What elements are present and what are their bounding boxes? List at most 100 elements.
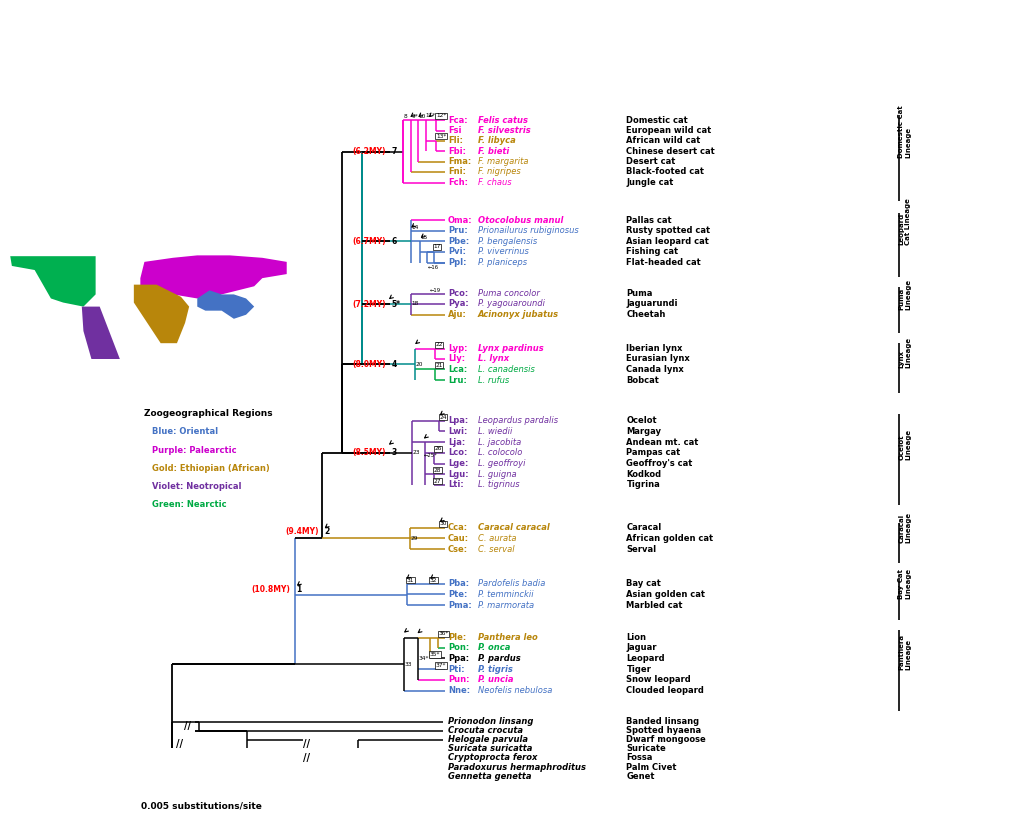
Text: Caracal caracal: Caracal caracal — [478, 523, 550, 533]
Text: Margay: Margay — [627, 427, 662, 436]
Text: Iberian lynx: Iberian lynx — [627, 344, 683, 353]
Text: Marbled cat: Marbled cat — [627, 601, 683, 610]
Text: Banded linsang: Banded linsang — [627, 717, 699, 727]
Text: Lgu:: Lgu: — [447, 470, 468, 479]
Text: Fca:: Fca: — [447, 116, 467, 124]
Text: Oma:: Oma: — [447, 216, 472, 225]
Text: Pun:: Pun: — [447, 675, 469, 685]
Text: Pvi:: Pvi: — [447, 247, 466, 256]
Text: Lja:: Lja: — [447, 438, 465, 447]
Text: //: // — [303, 739, 310, 749]
Text: 7: 7 — [391, 147, 397, 156]
Text: L. colocolo: L. colocolo — [478, 449, 522, 457]
Text: 29: 29 — [411, 536, 418, 540]
Text: L. lynx: L. lynx — [478, 354, 509, 364]
Text: Asian leopard cat: Asian leopard cat — [627, 237, 710, 245]
Text: Ppa:: Ppa: — [447, 654, 469, 663]
Text: Paradoxurus hermaphroditus: Paradoxurus hermaphroditus — [447, 763, 586, 771]
Text: 0.005 substitutions/site: 0.005 substitutions/site — [141, 802, 262, 811]
Text: 14: 14 — [412, 225, 419, 230]
Text: Crocuta crocuta: Crocuta crocuta — [447, 727, 523, 735]
Text: Cheetah: Cheetah — [627, 311, 666, 319]
Text: 26: 26 — [434, 446, 441, 451]
Text: Cryptoprocta ferox: Cryptoprocta ferox — [447, 753, 538, 763]
Text: Cse:: Cse: — [447, 544, 468, 554]
Text: P. planiceps: P. planiceps — [478, 258, 527, 267]
Text: Bobcat: Bobcat — [627, 375, 659, 385]
Text: Palm Civet: Palm Civet — [627, 763, 677, 771]
Text: L. rufus: L. rufus — [478, 375, 509, 385]
Text: Leopardus pardalis: Leopardus pardalis — [478, 417, 558, 426]
Text: 9*: 9* — [412, 114, 418, 118]
Text: Ocelot
Lineage: Ocelot Lineage — [898, 428, 911, 459]
Text: Leopard: Leopard — [627, 654, 665, 663]
Text: //: // — [176, 739, 183, 749]
Text: Lru:: Lru: — [447, 375, 467, 385]
Text: Domestic cat: Domestic cat — [627, 116, 688, 124]
Text: Serval: Serval — [627, 544, 656, 554]
Text: Fsi: Fsi — [447, 126, 462, 135]
Text: 4: 4 — [391, 360, 396, 369]
Text: Fbi:: Fbi: — [447, 147, 466, 155]
Text: Panthera
Lineage: Panthera Lineage — [898, 634, 911, 670]
Text: Blue: Oriental: Blue: Oriental — [152, 428, 218, 437]
Text: F. bieti: F. bieti — [478, 147, 509, 155]
Text: 35*: 35* — [430, 652, 440, 657]
Text: 8: 8 — [403, 114, 408, 118]
Text: (9.4MY): (9.4MY) — [285, 528, 318, 537]
Text: African golden cat: African golden cat — [627, 533, 714, 543]
Text: ←16: ←16 — [428, 265, 439, 270]
Text: 27: 27 — [433, 479, 441, 484]
Text: Snow leopard: Snow leopard — [627, 675, 691, 685]
Text: Jaguar: Jaguar — [627, 643, 656, 653]
Text: Asian golden cat: Asian golden cat — [627, 590, 706, 599]
Text: Lco:: Lco: — [447, 449, 467, 457]
Text: Pba:: Pba: — [447, 580, 469, 589]
Text: Caracal: Caracal — [627, 523, 662, 533]
Text: 36*: 36* — [438, 632, 449, 636]
Text: Suricata suricatta: Suricata suricatta — [447, 744, 532, 753]
Text: Fossa: Fossa — [627, 753, 652, 763]
Text: L. guigna: L. guigna — [478, 470, 516, 479]
Text: Otocolobus manul: Otocolobus manul — [478, 216, 563, 225]
Text: Clouded leopard: Clouded leopard — [627, 686, 705, 696]
Text: Rusty spotted cat: Rusty spotted cat — [627, 226, 711, 235]
Text: Pti:: Pti: — [447, 664, 465, 674]
Text: 12*: 12* — [436, 113, 446, 118]
Text: Cca:: Cca: — [447, 523, 468, 533]
Text: Fni:: Fni: — [447, 167, 466, 176]
Text: 13*: 13* — [436, 134, 446, 139]
Text: Prionailurus rubiginosus: Prionailurus rubiginosus — [478, 226, 579, 235]
Text: F. margarita: F. margarita — [478, 157, 528, 166]
Text: 11*: 11* — [426, 113, 436, 118]
Text: 23: 23 — [413, 450, 421, 455]
Text: 22: 22 — [435, 342, 442, 347]
Text: 32: 32 — [430, 578, 437, 583]
Text: Lti:: Lti: — [447, 480, 464, 490]
Text: //: // — [303, 753, 310, 763]
Text: Pardofelis badia: Pardofelis badia — [478, 580, 546, 589]
Text: C. aurata: C. aurata — [478, 533, 516, 543]
Text: L. jacobita: L. jacobita — [478, 438, 521, 447]
Text: Dwarf mongoose: Dwarf mongoose — [627, 735, 707, 744]
Polygon shape — [10, 256, 95, 307]
Text: European wild cat: European wild cat — [627, 126, 712, 135]
Text: Ple:: Ple: — [447, 633, 466, 642]
Text: African wild cat: African wild cat — [627, 136, 700, 145]
Text: Pallas cat: Pallas cat — [627, 216, 672, 225]
Text: Black-footed cat: Black-footed cat — [627, 167, 705, 176]
Text: 30: 30 — [439, 522, 446, 527]
Text: Lion: Lion — [627, 633, 646, 642]
Text: Nne:: Nne: — [447, 686, 470, 696]
Text: 21: 21 — [435, 363, 442, 368]
Text: Fma:: Fma: — [447, 157, 471, 166]
Text: Lpa:: Lpa: — [447, 417, 468, 426]
Text: (6.2MY): (6.2MY) — [352, 147, 386, 156]
Text: Violet: Neotropical: Violet: Neotropical — [152, 482, 242, 491]
Text: P. bengalensis: P. bengalensis — [478, 237, 538, 245]
Text: ←19: ←19 — [430, 288, 440, 293]
Text: L. tigrinus: L. tigrinus — [478, 480, 519, 490]
Text: Gennetta genetta: Gennetta genetta — [447, 772, 531, 780]
Text: Spotted hyaena: Spotted hyaena — [627, 727, 701, 735]
Text: Lwi:: Lwi: — [447, 427, 467, 436]
